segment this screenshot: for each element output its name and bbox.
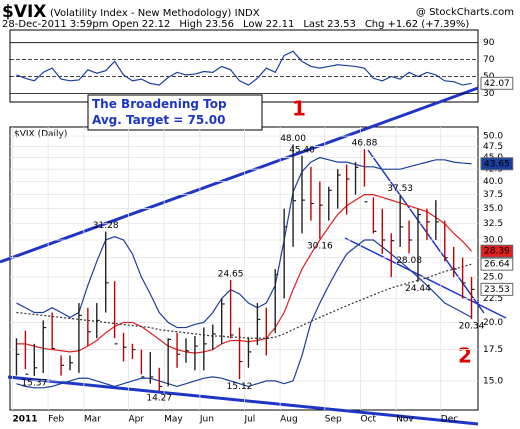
- last-value-label-text: 28.39: [484, 247, 510, 257]
- annotation-text: The Broadening Top Avg. Target = 75.00: [92, 97, 227, 127]
- description: (Volatility Index - New Methodology) IND…: [50, 8, 260, 19]
- x-tick-label: Mar: [84, 415, 101, 425]
- annotation-box: [87, 94, 263, 131]
- last-value-label: 43.65: [480, 157, 514, 171]
- indicator-line: [16, 156, 472, 329]
- y-tick-label: 30.0: [483, 235, 503, 245]
- trendline: [7, 375, 479, 426]
- y-tick-label: 40.0: [483, 177, 503, 187]
- y-tick-label: 25.0: [483, 273, 503, 283]
- last-value-label-box: [480, 244, 514, 258]
- field-value: 22.11: [266, 19, 295, 30]
- low-label: 24.44: [405, 284, 431, 294]
- x-tick-label: 2011: [12, 415, 37, 425]
- source: @ StockCharts.com: [416, 7, 514, 18]
- y-tick-label: 30: [483, 89, 495, 99]
- last-value-label: 42.07: [480, 76, 514, 90]
- indicator-line: [16, 194, 472, 354]
- low-label: 15.12: [227, 382, 253, 392]
- last-value-label-text: 26.64: [484, 260, 510, 270]
- high-label: 24.65: [218, 269, 244, 279]
- last-value-label: 23.53: [480, 282, 514, 296]
- last-value-label: 26.64: [480, 257, 514, 271]
- y-tick-label: 47.5: [483, 142, 503, 152]
- field-name: Open: [112, 19, 139, 30]
- low-label: 30.16: [307, 241, 333, 251]
- x-tick-label: Sep: [325, 415, 342, 425]
- field-name: High: [179, 19, 202, 30]
- y-tick-label: 32.5: [483, 219, 503, 229]
- y-tick-label: 22.5: [483, 294, 503, 304]
- symbol: $VIX: [2, 2, 46, 22]
- wave-label: 2: [458, 344, 472, 368]
- trendline: [344, 237, 507, 319]
- x-tick-label: Apr: [128, 415, 144, 425]
- low-label: 15.37: [21, 378, 47, 388]
- high-label: 31.28: [93, 221, 119, 231]
- panel-title: $VIX (Daily): [14, 130, 67, 140]
- x-tick-label: May: [164, 415, 183, 425]
- last-value-label-text: 42.07: [484, 79, 510, 89]
- wave-label: 1: [292, 97, 306, 121]
- low-label: 28.08: [396, 256, 422, 266]
- x-tick-label: Jun: [199, 415, 214, 425]
- annotation: The Broadening Top Avg. Target = 75.00: [92, 97, 227, 127]
- x-tick-label: Dec: [441, 415, 458, 425]
- trendline: [0, 86, 479, 264]
- trendline: [367, 149, 485, 314]
- low-label: 14.27: [146, 394, 172, 404]
- x-tick-label: Jul: [243, 415, 255, 425]
- x-tick-label: Feb: [48, 415, 64, 425]
- indicator-line: [16, 263, 472, 339]
- field-name: Low: [243, 19, 263, 30]
- high-label: 45.40: [289, 145, 315, 155]
- x-tick-label: Oct: [360, 415, 376, 425]
- high-label: 46.88: [352, 139, 378, 149]
- field-name: Chg: [365, 19, 385, 30]
- last-value-label-box: [480, 157, 514, 171]
- y-tick-label: 20.0: [483, 318, 503, 328]
- low-label: 20.34: [459, 321, 485, 331]
- rsi-line: [16, 50, 472, 86]
- last-value-label-box: [480, 257, 514, 271]
- y-tick-label: 15.0: [483, 376, 503, 386]
- y-tick-label: 70: [483, 55, 495, 65]
- last-value-label-text: 23.53: [484, 285, 510, 295]
- x-tick-label: Nov: [396, 415, 414, 425]
- field-value: 23.53: [327, 19, 356, 30]
- high-label: 48.00: [280, 134, 306, 144]
- last-value-label-box: [480, 76, 514, 90]
- field-name: Last: [303, 19, 324, 30]
- last-value-label-text: 43.65: [484, 159, 510, 169]
- last-value-label-box: [480, 282, 514, 296]
- field-value: 23.56: [205, 19, 234, 30]
- high-label: 37.53: [387, 184, 413, 194]
- field-value: 22.12: [142, 19, 171, 30]
- y-tick-label: 50.0: [483, 132, 503, 142]
- y-tick-label: 17.5: [483, 345, 503, 355]
- indicator-line: [16, 239, 472, 389]
- field-value: +1.62 (+7.39%): [387, 19, 469, 30]
- x-tick-label: Aug: [280, 415, 298, 425]
- y-tick-label: 90: [483, 38, 495, 48]
- y-tick-label: 37.5: [483, 190, 503, 200]
- date: 28-Dec-2011 3:59pm: [2, 19, 108, 30]
- last-value-label: 28.39: [480, 244, 514, 258]
- y-tick-label: 35.0: [483, 204, 503, 214]
